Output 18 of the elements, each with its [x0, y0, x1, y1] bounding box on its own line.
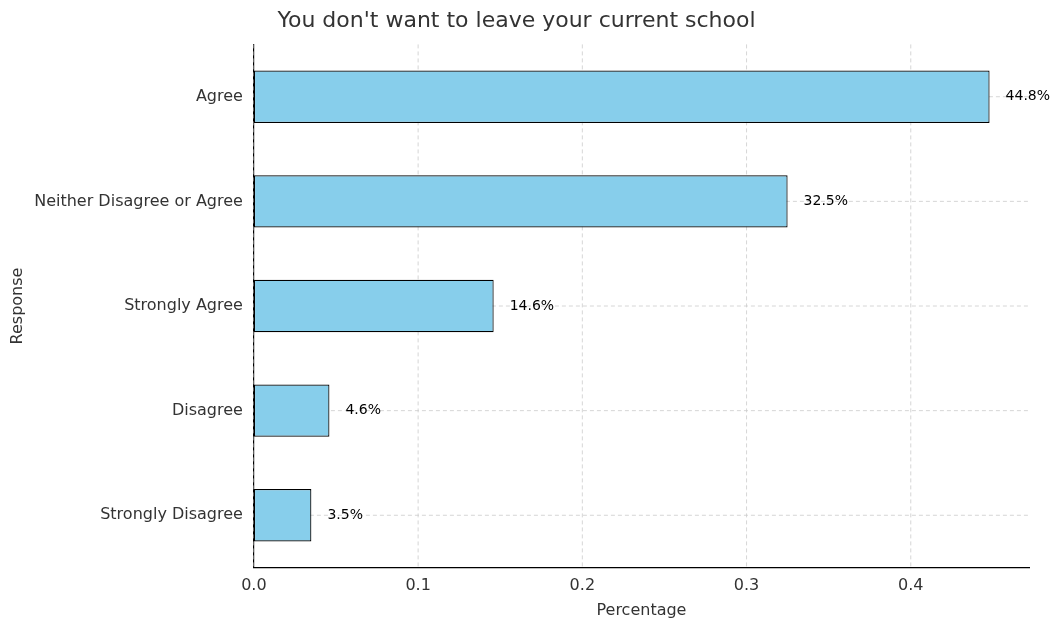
y-axis-title: Response	[6, 267, 26, 345]
y-tick-label: Agree	[195, 85, 243, 105]
y-tick-label: Strongly Disagree	[100, 504, 243, 524]
data-label: 44.8%	[1005, 87, 1051, 104]
x-tick-label: 0.0	[241, 575, 267, 595]
y-tick-label: Disagree	[171, 399, 243, 419]
x-tick-label: 0.1	[405, 575, 431, 595]
chart-title: You don't want to leave your current school	[276, 6, 756, 32]
x-tick-label: 0.4	[898, 575, 924, 595]
data-label: 32.5%	[803, 192, 849, 208]
x-tick-label: 0.2	[569, 575, 596, 595]
y-tick-label: Neither Disagree or Agree	[34, 190, 243, 210]
y-tick-label: Strongly Agree	[124, 295, 243, 315]
data-label: 4.6%	[345, 401, 382, 418]
data-label: 3.5%	[327, 505, 363, 522]
data-label: 14.6%	[509, 296, 555, 313]
x-tick-label: 0.3	[733, 575, 760, 595]
x-axis-title: Percentage	[596, 599, 687, 619]
